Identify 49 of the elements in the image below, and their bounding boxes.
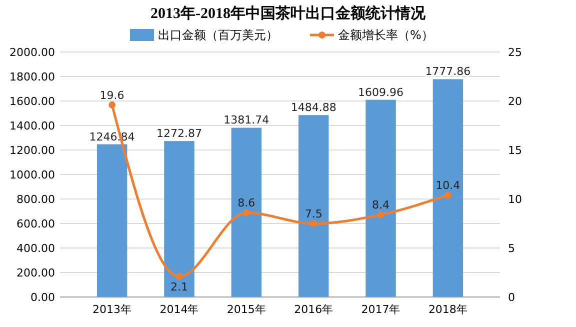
point <box>377 211 384 218</box>
data-label: 19.6 <box>100 88 124 102</box>
y2-tick-label: 10 <box>508 193 522 206</box>
x-tick-label: 2016年 <box>294 303 334 316</box>
data-label: 1484.88 <box>290 101 336 114</box>
data-label: 1272.87 <box>156 127 202 140</box>
legend-label: 出口金额（百万美元） <box>158 28 278 42</box>
data-label: 8.6 <box>238 196 256 210</box>
data-label: 1777.86 <box>425 65 471 78</box>
y-tick-label: 0.00 <box>30 291 55 304</box>
bar <box>231 128 262 297</box>
y-tick-label: 400.00 <box>16 242 55 255</box>
bar <box>96 144 128 297</box>
y-tick-label: 600.00 <box>16 218 55 230</box>
x-tick-label: 2013年 <box>92 303 132 316</box>
y2-tick-label: 0 <box>508 291 515 304</box>
bar <box>432 79 464 297</box>
x-tick-label: 2018年 <box>428 303 468 316</box>
y-tick-label: 1800.00 <box>10 70 55 84</box>
data-label: 1381.74 <box>224 114 270 127</box>
data-label: 8.4 <box>372 198 390 212</box>
data-label: 1609.96 <box>358 86 404 99</box>
y-tick-label: 1600.00 <box>10 95 55 108</box>
y2-tick-label: 25 <box>508 46 522 59</box>
y-tick-label: 1400.00 <box>10 120 55 132</box>
point <box>108 101 116 108</box>
y-tick-label: 200.00 <box>16 266 55 280</box>
y-tick-label: 800.00 <box>16 193 55 206</box>
data-label: 10.4 <box>436 179 460 192</box>
x-tick-label: 2014年 <box>160 303 199 316</box>
bar <box>298 115 329 297</box>
x-tick-label: 2017年 <box>361 303 400 316</box>
y-tick-label: 1200.00 <box>10 144 55 157</box>
data-label: 2.1 <box>170 280 188 294</box>
chart-title: 2013年-2018年中国茶叶出口金额统计情况 <box>150 4 426 22</box>
y-tick-label: 2000.00 <box>10 46 55 59</box>
bar <box>366 100 396 297</box>
y-tick-label: 1000.00 <box>10 168 55 182</box>
point <box>176 272 183 280</box>
y2-tick-label: 20 <box>508 95 522 108</box>
y2-tick-label: 15 <box>508 144 522 157</box>
point <box>444 192 452 199</box>
point <box>310 220 318 227</box>
legend-label: 金额增长率（%） <box>338 28 434 42</box>
data-label: 7.5 <box>304 208 322 220</box>
x-tick-label: 2015年 <box>226 303 266 316</box>
bar <box>164 141 194 297</box>
y2-tick-label: 5 <box>508 242 515 255</box>
point <box>242 209 250 216</box>
